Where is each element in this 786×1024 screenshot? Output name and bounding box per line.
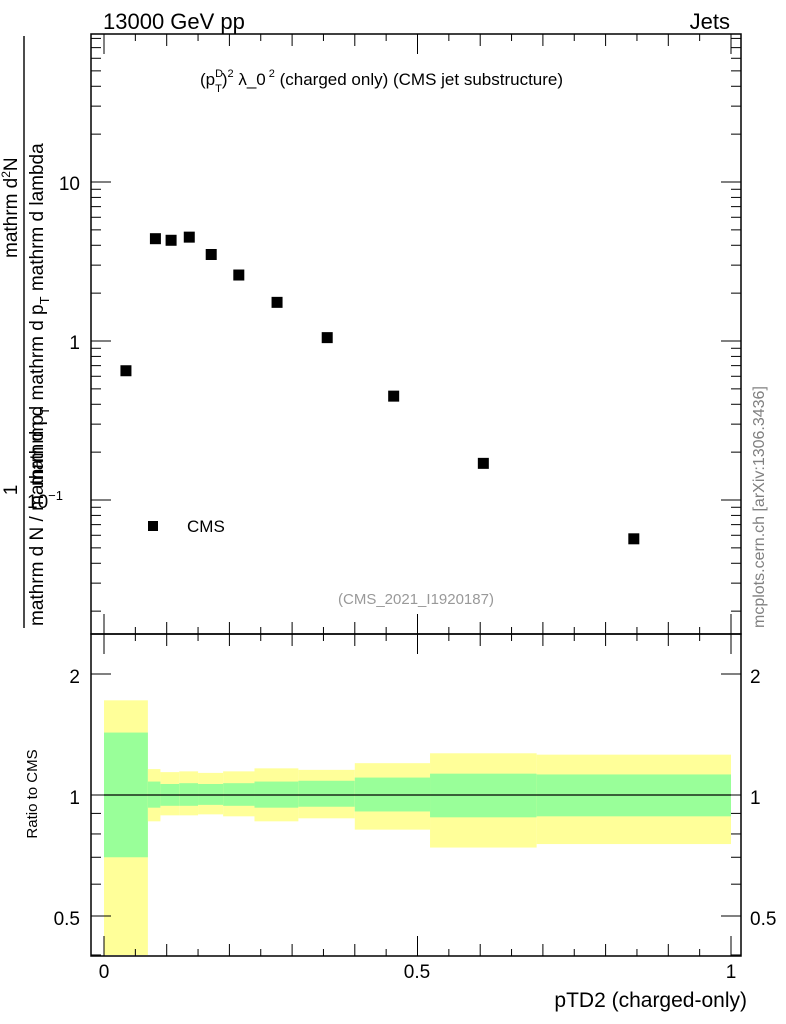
main-data-points [120,231,640,545]
energy-label: 13000 GeV pp [103,9,245,34]
main-plot-frame [90,33,742,635]
inner-band-bin-7 [298,780,355,807]
ylabel-inner-denominator: mathrm d mathrm d pT mathrm d lambda [27,143,52,486]
analysis-id: (CMS_2021_I1920187) [338,591,494,608]
ytick-label-10: 10 [59,174,80,195]
ylabel-outer-denominator: mathrm d N / mathrm d pT [27,407,52,626]
data-point-2 [165,234,177,246]
xtick-label-0: 0 [99,962,110,983]
ratio-axis-ticks [91,634,741,956]
ratio-ytick-0.5-left: 0.5 [54,909,80,930]
mcplots-watermark: mcplots.cern.ch [arXiv:1306.3436] [751,386,768,628]
ytick-label-1: 1 [69,333,80,354]
data-point-4 [205,248,217,260]
data-point-7 [321,332,333,344]
ylabel-outer-numerator: 1 [1,485,22,496]
process-label: Jets [690,9,730,34]
ratio-ytick-1-left: 1 [69,788,80,809]
ratio-uncertainty-bands [104,700,731,955]
data-point-6 [271,296,283,308]
data-point-10 [628,533,640,545]
legend-marker-cms [148,521,158,531]
data-point-0 [120,365,132,377]
xtick-label-1: 1 [726,962,737,983]
x-axis-label: pTD2 (charged-only) [554,989,747,1012]
ratio-ytick-1-right: 1 [750,788,761,809]
data-point-1 [149,233,161,245]
main-axis-ticks [91,34,741,634]
ratio-ytick-2-left: 2 [69,667,80,688]
data-point-9 [477,457,489,469]
data-point-5 [233,269,245,281]
ratio-ytick-0.5-right: 0.5 [750,909,776,930]
data-point-8 [388,390,400,402]
plot-title: (pD T)2 λ_0 2 (charged only) (CMS jet subs… [200,68,563,95]
ylabel-inner-numerator: mathrm d2N [0,157,22,258]
xtick-label-0.5: 0.5 [404,962,430,983]
ratio-ytick-2-right: 2 [750,667,761,688]
ytick-label-0.1: 10−1 [27,488,63,513]
data-point-3 [183,231,195,243]
legend-label-cms: CMS [187,517,225,536]
ratio-ylabel: Ratio to CMS [24,749,41,838]
main-ylabel: 1 mathrm d N / mathrm d pT mathrm d2N ma… [0,36,52,628]
